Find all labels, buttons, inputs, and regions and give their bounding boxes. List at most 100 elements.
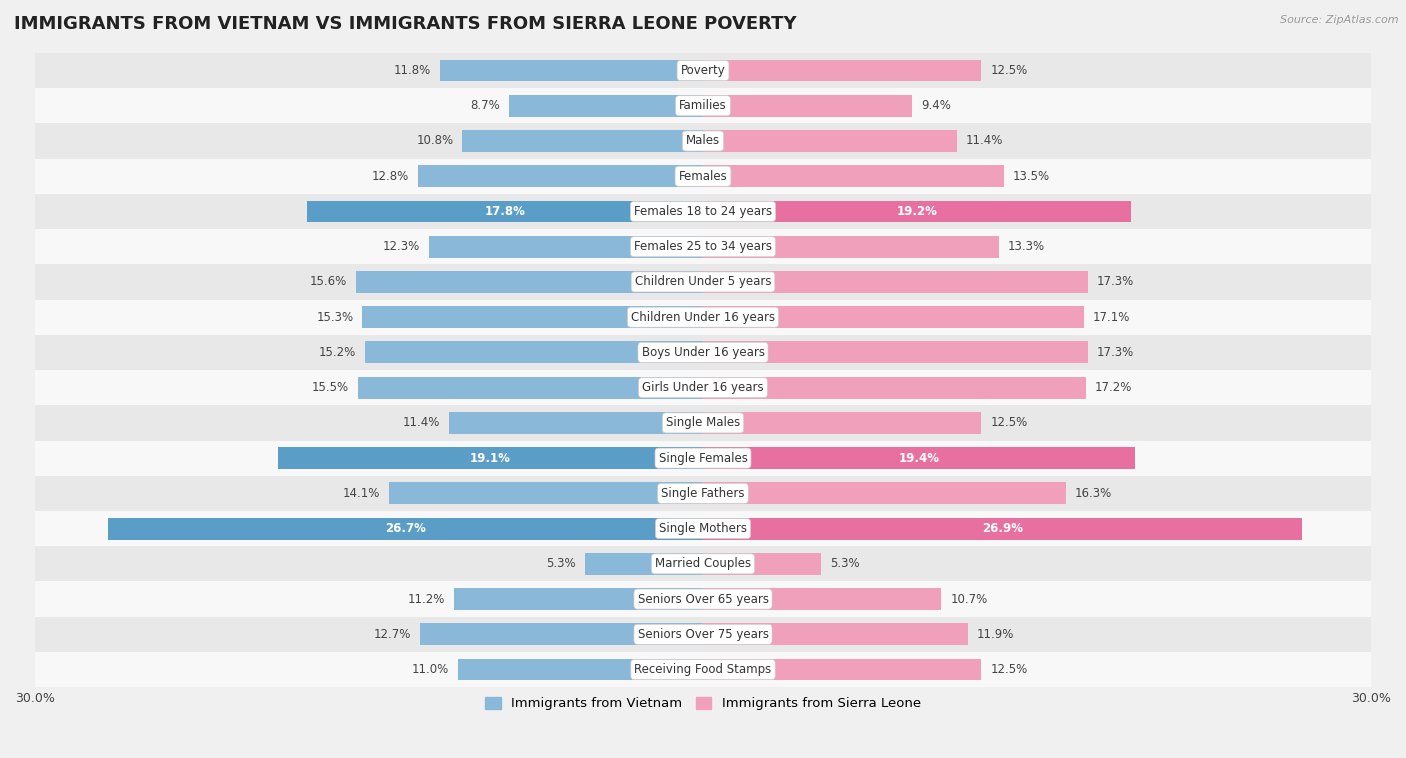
Text: Girls Under 16 years: Girls Under 16 years bbox=[643, 381, 763, 394]
Bar bbox=[703, 412, 981, 434]
Text: Single Fathers: Single Fathers bbox=[661, 487, 745, 500]
Bar bbox=[35, 617, 1371, 652]
Bar bbox=[363, 306, 703, 328]
Text: 15.2%: 15.2% bbox=[318, 346, 356, 359]
Bar bbox=[703, 623, 967, 645]
Text: 12.7%: 12.7% bbox=[374, 628, 412, 641]
Bar bbox=[585, 553, 703, 575]
Text: Females 18 to 24 years: Females 18 to 24 years bbox=[634, 205, 772, 218]
Bar bbox=[35, 370, 1371, 406]
Text: IMMIGRANTS FROM VIETNAM VS IMMIGRANTS FROM SIERRA LEONE POVERTY: IMMIGRANTS FROM VIETNAM VS IMMIGRANTS FR… bbox=[14, 15, 797, 33]
Bar bbox=[307, 201, 703, 222]
Bar bbox=[35, 652, 1371, 688]
Bar bbox=[35, 124, 1371, 158]
Text: 11.4%: 11.4% bbox=[404, 416, 440, 429]
Text: Single Females: Single Females bbox=[658, 452, 748, 465]
Text: 19.2%: 19.2% bbox=[897, 205, 938, 218]
Bar bbox=[703, 60, 981, 81]
Bar bbox=[429, 236, 703, 258]
Bar bbox=[35, 229, 1371, 265]
Text: 17.3%: 17.3% bbox=[1097, 275, 1135, 289]
Text: 26.9%: 26.9% bbox=[981, 522, 1024, 535]
Legend: Immigrants from Vietnam, Immigrants from Sierra Leone: Immigrants from Vietnam, Immigrants from… bbox=[479, 691, 927, 716]
Bar bbox=[703, 201, 1130, 222]
Text: 14.1%: 14.1% bbox=[343, 487, 380, 500]
Text: Poverty: Poverty bbox=[681, 64, 725, 77]
Text: 5.3%: 5.3% bbox=[547, 557, 576, 570]
Bar bbox=[35, 476, 1371, 511]
Text: 17.8%: 17.8% bbox=[485, 205, 526, 218]
Bar bbox=[359, 377, 703, 399]
Bar bbox=[449, 412, 703, 434]
Bar bbox=[35, 440, 1371, 476]
Text: 13.5%: 13.5% bbox=[1012, 170, 1050, 183]
Text: 26.7%: 26.7% bbox=[385, 522, 426, 535]
Bar bbox=[35, 511, 1371, 547]
Text: 5.3%: 5.3% bbox=[830, 557, 859, 570]
Text: Single Mothers: Single Mothers bbox=[659, 522, 747, 535]
Text: 12.5%: 12.5% bbox=[990, 663, 1028, 676]
Text: 11.8%: 11.8% bbox=[394, 64, 432, 77]
Text: 12.5%: 12.5% bbox=[990, 416, 1028, 429]
Text: 19.4%: 19.4% bbox=[898, 452, 939, 465]
Text: 12.3%: 12.3% bbox=[382, 240, 420, 253]
Bar bbox=[440, 60, 703, 81]
Text: 13.3%: 13.3% bbox=[1008, 240, 1045, 253]
Text: 9.4%: 9.4% bbox=[921, 99, 950, 112]
Text: 12.8%: 12.8% bbox=[371, 170, 409, 183]
Text: 8.7%: 8.7% bbox=[471, 99, 501, 112]
Text: 11.4%: 11.4% bbox=[966, 134, 1002, 148]
Bar bbox=[420, 623, 703, 645]
Text: 17.2%: 17.2% bbox=[1095, 381, 1132, 394]
Text: 12.5%: 12.5% bbox=[990, 64, 1028, 77]
Bar bbox=[703, 553, 821, 575]
Bar bbox=[703, 236, 1000, 258]
Bar bbox=[35, 406, 1371, 440]
Bar bbox=[703, 306, 1084, 328]
Text: Married Couples: Married Couples bbox=[655, 557, 751, 570]
Text: 16.3%: 16.3% bbox=[1076, 487, 1112, 500]
Text: 19.1%: 19.1% bbox=[470, 452, 510, 465]
Text: Families: Families bbox=[679, 99, 727, 112]
Text: 11.9%: 11.9% bbox=[977, 628, 1014, 641]
Text: Children Under 5 years: Children Under 5 years bbox=[634, 275, 772, 289]
Bar bbox=[418, 165, 703, 187]
Text: 15.3%: 15.3% bbox=[316, 311, 353, 324]
Bar bbox=[703, 130, 957, 152]
Bar bbox=[703, 165, 1004, 187]
Text: 11.0%: 11.0% bbox=[412, 663, 449, 676]
Bar bbox=[364, 342, 703, 363]
Bar bbox=[35, 299, 1371, 335]
Bar bbox=[703, 588, 941, 610]
Bar bbox=[509, 95, 703, 117]
Bar bbox=[703, 518, 1302, 540]
Text: Males: Males bbox=[686, 134, 720, 148]
Bar bbox=[703, 271, 1088, 293]
Bar bbox=[703, 659, 981, 681]
Bar bbox=[35, 194, 1371, 229]
Bar bbox=[703, 482, 1066, 504]
Text: Children Under 16 years: Children Under 16 years bbox=[631, 311, 775, 324]
Text: Seniors Over 75 years: Seniors Over 75 years bbox=[637, 628, 769, 641]
Bar bbox=[463, 130, 703, 152]
Bar bbox=[35, 265, 1371, 299]
Bar bbox=[389, 482, 703, 504]
Bar bbox=[703, 342, 1088, 363]
Text: 15.5%: 15.5% bbox=[312, 381, 349, 394]
Text: Receiving Food Stamps: Receiving Food Stamps bbox=[634, 663, 772, 676]
Bar bbox=[35, 335, 1371, 370]
Text: 15.6%: 15.6% bbox=[309, 275, 347, 289]
Bar bbox=[35, 547, 1371, 581]
Bar bbox=[35, 88, 1371, 124]
Bar bbox=[108, 518, 703, 540]
Bar bbox=[35, 53, 1371, 88]
Bar bbox=[356, 271, 703, 293]
Bar bbox=[458, 659, 703, 681]
Bar bbox=[454, 588, 703, 610]
Bar bbox=[277, 447, 703, 469]
Bar bbox=[703, 95, 912, 117]
Text: Source: ZipAtlas.com: Source: ZipAtlas.com bbox=[1281, 15, 1399, 25]
Text: Single Males: Single Males bbox=[666, 416, 740, 429]
Bar bbox=[35, 158, 1371, 194]
Text: 10.7%: 10.7% bbox=[950, 593, 987, 606]
